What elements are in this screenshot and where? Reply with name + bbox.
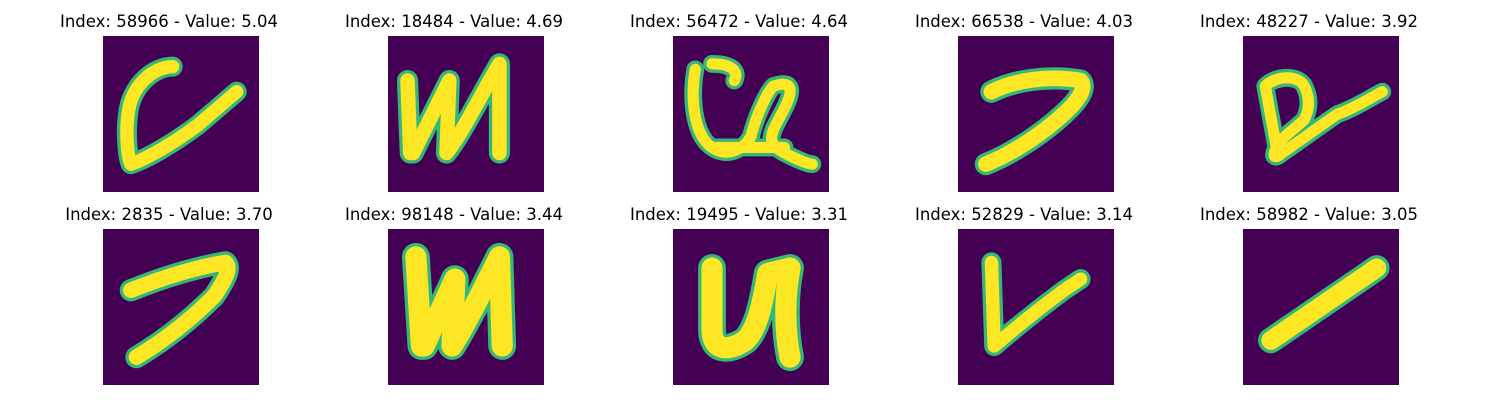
- tile-title: Index: 18484 - Value: 4.69: [344, 12, 563, 31]
- tile-title: Index: 98148 - Value: 3.44: [344, 205, 563, 224]
- handwritten-glyph-image: [673, 36, 829, 192]
- handwritten-glyph-image: [958, 229, 1114, 385]
- tile-title: Index: 2835 - Value: 3.70: [65, 205, 273, 224]
- handwritten-glyph-image: [958, 36, 1114, 192]
- tile-title: Index: 56472 - Value: 4.64: [629, 12, 848, 31]
- tile-title: Index: 52829 - Value: 3.14: [914, 205, 1133, 224]
- handwritten-glyph-image: [103, 36, 259, 192]
- tile-title: Index: 19495 - Value: 3.31: [629, 205, 848, 224]
- handwritten-glyph-image: [388, 229, 544, 385]
- tile-title: Index: 58966 - Value: 5.04: [59, 12, 278, 31]
- tile-title: Index: 48227 - Value: 3.92: [1199, 12, 1418, 31]
- tile-title: Index: 66538 - Value: 4.03: [914, 12, 1133, 31]
- handwritten-glyph-image: [1243, 229, 1399, 385]
- handwritten-glyph-image: [388, 36, 544, 192]
- handwritten-glyph-image: [1243, 36, 1399, 192]
- handwritten-glyph-image: [673, 229, 829, 385]
- handwritten-glyph-image: [103, 229, 259, 385]
- tile-title: Index: 58982 - Value: 3.05: [1199, 205, 1418, 224]
